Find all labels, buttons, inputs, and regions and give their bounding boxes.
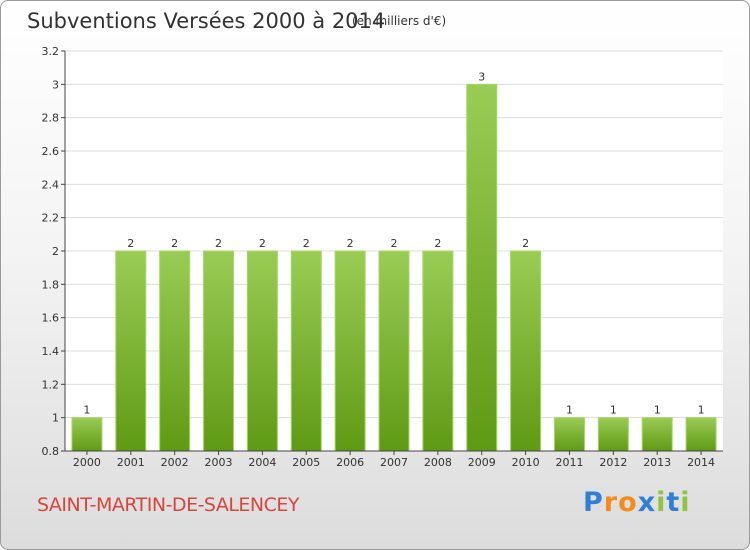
bar-2002 bbox=[159, 250, 191, 452]
data-label: 1 bbox=[698, 404, 705, 417]
data-label: 2 bbox=[127, 237, 134, 250]
data-label: 2 bbox=[259, 237, 266, 250]
bar-2006 bbox=[334, 250, 366, 452]
bar-2013 bbox=[641, 417, 673, 452]
x-tick-label: 2012 bbox=[599, 456, 627, 469]
y-tick-label: 2 bbox=[52, 245, 59, 258]
y-tick-label: 2.2 bbox=[42, 212, 60, 225]
chart-subtitle: (en milliers d'€) bbox=[352, 14, 447, 28]
x-tick-label: 2001 bbox=[117, 456, 145, 469]
data-label: 1 bbox=[566, 404, 573, 417]
logo-letter: r bbox=[603, 487, 619, 518]
data-label: 3 bbox=[478, 70, 485, 83]
y-tick-label: 1.2 bbox=[42, 378, 60, 391]
x-tick-label: 2000 bbox=[73, 456, 101, 469]
bar-2011 bbox=[553, 417, 585, 452]
bar-2003 bbox=[203, 250, 235, 452]
bar-2005 bbox=[290, 250, 322, 452]
data-label: 2 bbox=[391, 237, 398, 250]
y-tick-label: 1.8 bbox=[42, 278, 60, 291]
x-tick-label: 2010 bbox=[512, 456, 540, 469]
x-tick-label: 2009 bbox=[468, 456, 496, 469]
x-tick-label: 2004 bbox=[248, 456, 276, 469]
bar-2007 bbox=[378, 250, 410, 452]
y-tick-label: 0.8 bbox=[42, 445, 60, 458]
y-tick-label: 3.2 bbox=[42, 45, 60, 58]
logo-letter: o bbox=[618, 487, 638, 518]
chart-title: Subventions Versées 2000 à 2014 bbox=[27, 9, 386, 33]
y-tick-label: 2.4 bbox=[42, 178, 60, 191]
bar-2000 bbox=[71, 417, 103, 452]
data-label: 1 bbox=[654, 404, 661, 417]
y-tick-label: 1.6 bbox=[42, 312, 60, 325]
x-tick-label: 2006 bbox=[336, 456, 364, 469]
data-label: 2 bbox=[215, 237, 222, 250]
y-tick-label: 1 bbox=[52, 412, 59, 425]
bar-2009 bbox=[466, 83, 498, 452]
data-label: 2 bbox=[171, 237, 178, 250]
logo-letter: x bbox=[637, 487, 657, 518]
x-tick-label: 2005 bbox=[292, 456, 320, 469]
data-label: 2 bbox=[434, 237, 441, 250]
bar-2010 bbox=[510, 250, 542, 452]
data-label: 2 bbox=[347, 237, 354, 250]
bar-2014 bbox=[685, 417, 717, 452]
x-tick-label: 2013 bbox=[643, 456, 671, 469]
y-tick-label: 2.6 bbox=[42, 145, 60, 158]
logo-letter: i bbox=[656, 487, 667, 518]
x-tick-label: 2003 bbox=[205, 456, 233, 469]
y-tick-label: 2.8 bbox=[42, 112, 60, 125]
bar-2012 bbox=[597, 417, 629, 452]
x-tick-label: 2011 bbox=[555, 456, 583, 469]
x-tick-label: 2002 bbox=[161, 456, 189, 469]
data-label: 1 bbox=[83, 404, 90, 417]
commune-name: SAINT-MARTIN-DE-SALENCEY bbox=[37, 494, 300, 516]
logo-letter: P bbox=[583, 487, 604, 518]
x-tick-label: 2014 bbox=[687, 456, 715, 469]
x-tick-label: 2007 bbox=[380, 456, 408, 469]
logo-letter: i bbox=[680, 487, 691, 518]
bar-2001 bbox=[115, 250, 147, 452]
data-label: 1 bbox=[610, 404, 617, 417]
proxiti-logo: Proxiti bbox=[583, 487, 691, 518]
bar-2004 bbox=[246, 250, 278, 452]
y-tick-label: 3 bbox=[52, 78, 59, 91]
y-tick-label: 1.4 bbox=[42, 345, 60, 358]
x-tick-label: 2008 bbox=[424, 456, 452, 469]
logo-letter: t bbox=[666, 487, 681, 518]
data-label: 2 bbox=[303, 237, 310, 250]
data-label: 2 bbox=[522, 237, 529, 250]
bar-2008 bbox=[422, 250, 454, 452]
